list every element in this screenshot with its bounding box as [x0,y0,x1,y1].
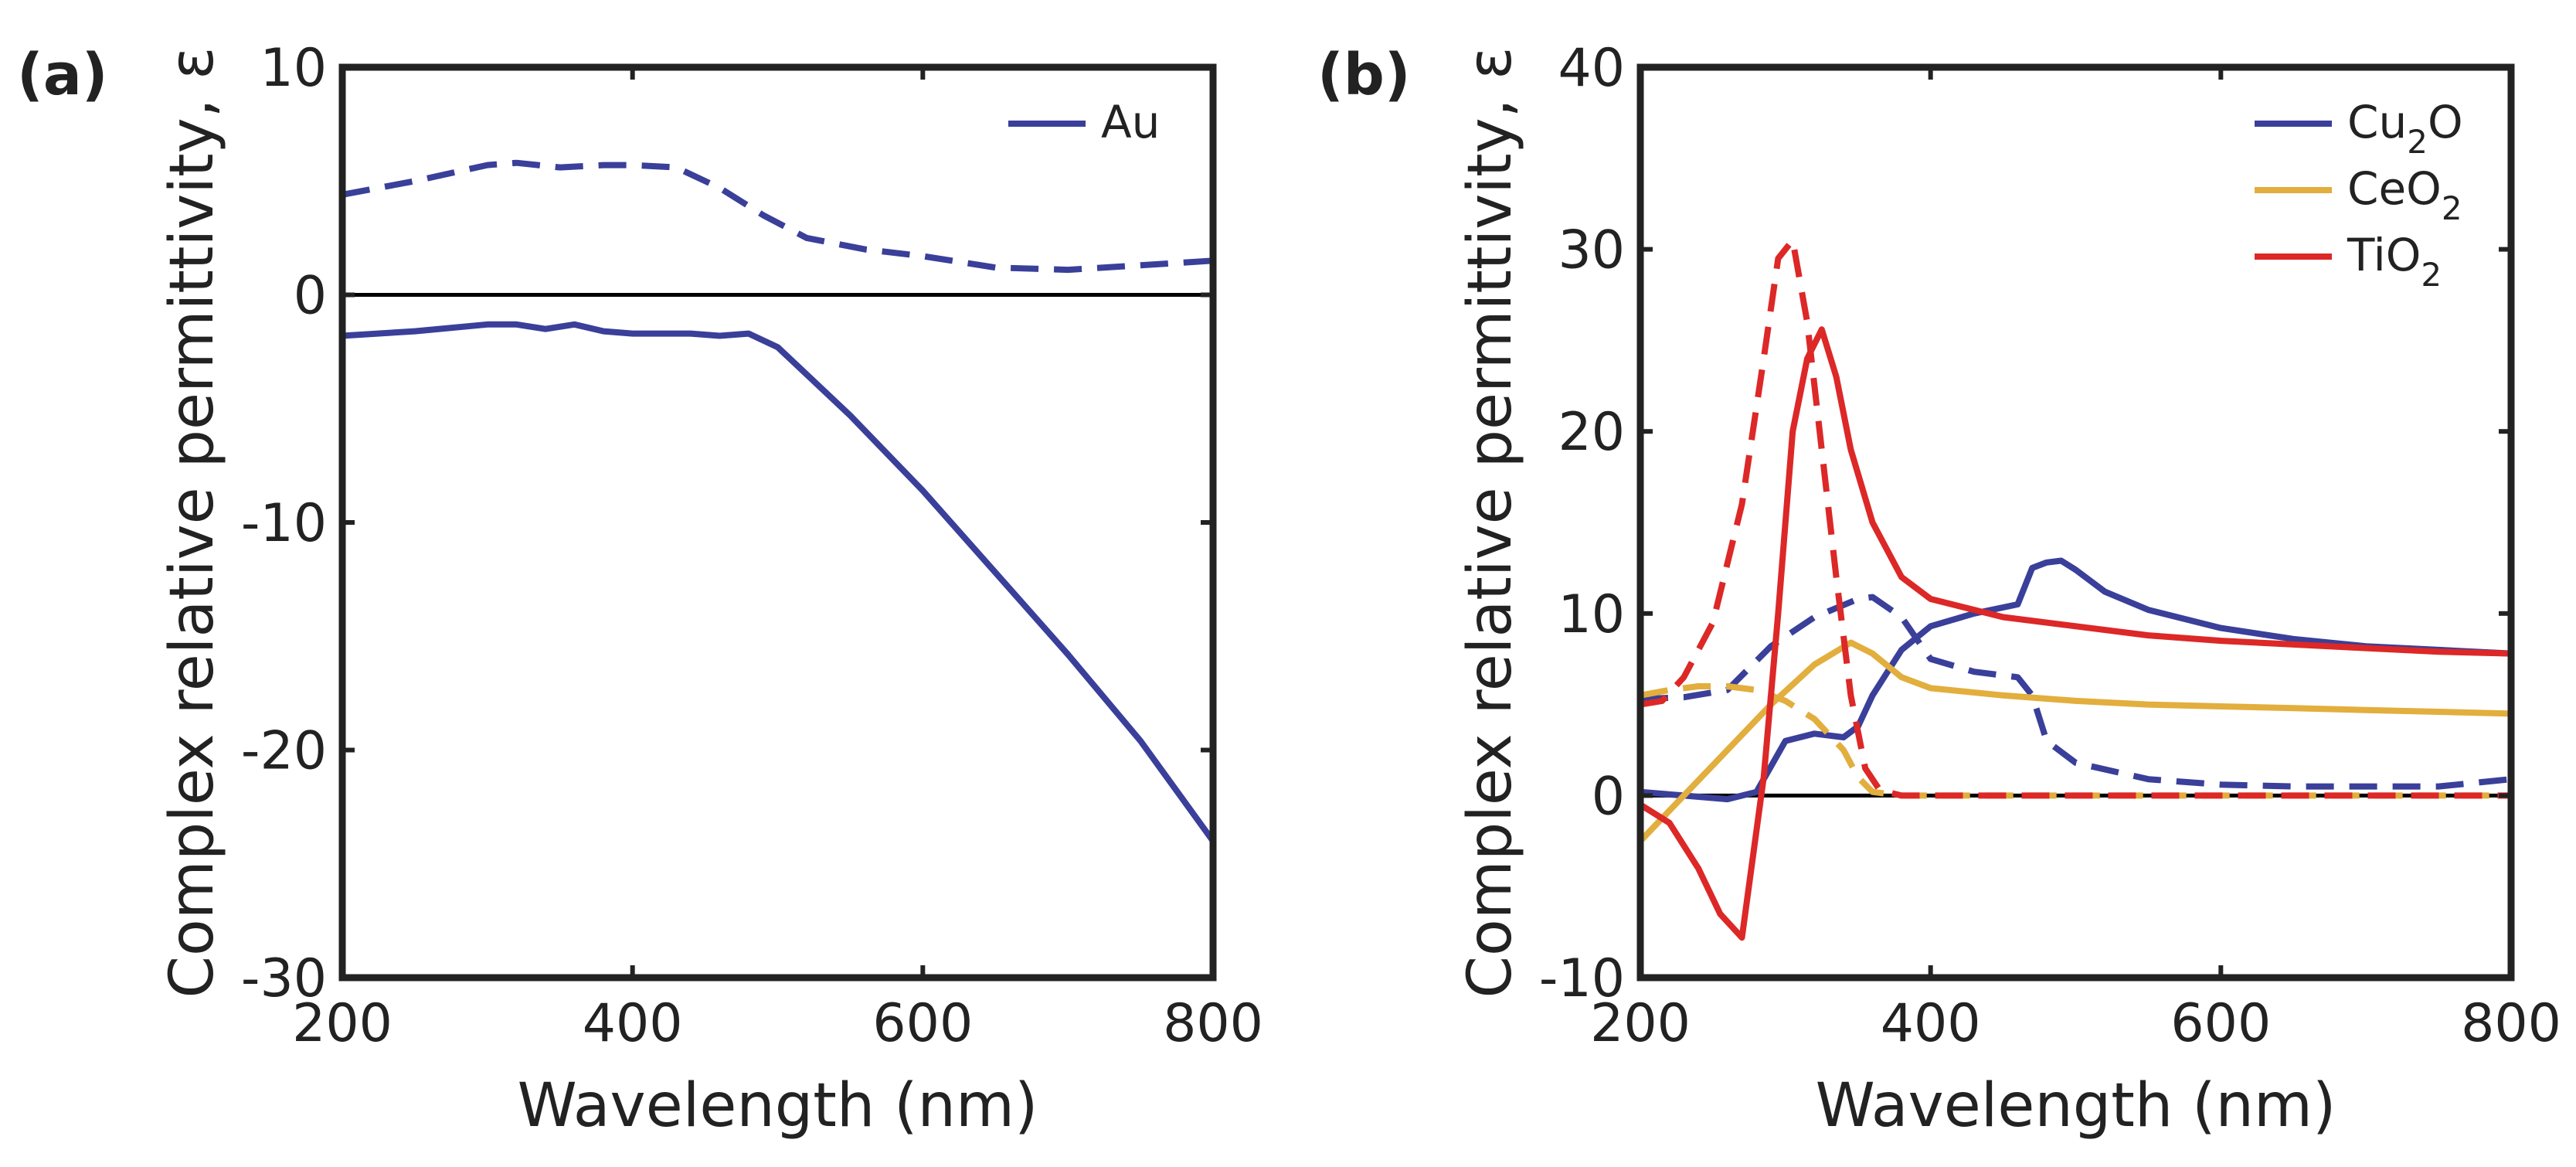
x-tick-label: 400 [1881,993,1981,1054]
panel-label: (b) [1317,42,1411,108]
panel-label: (a) [17,42,108,108]
x-tick-label: 600 [2170,993,2271,1054]
legend-label-main: Au [1101,96,1160,148]
legend-label-subscript: 2 [2421,256,2442,294]
y-tick-label: -10 [241,493,327,554]
legend-label-main: Cu [2347,96,2407,148]
x-tick-label: 200 [292,993,393,1054]
legend-label: Cu2O [2347,96,2463,161]
legend-label-tail: O [2428,96,2463,148]
series-line-ceo2-real [1638,639,2512,844]
axes-frame [1636,63,2515,982]
legend-label-main: TiO [2347,229,2421,281]
x-axis-label: Wavelength (nm) [518,1071,1038,1141]
legend-label-main: CeO [2347,162,2442,215]
y-axis-label: Complex relative permittivity, ε [158,47,227,999]
x-tick-label: 800 [1163,993,1263,1054]
legend-label: Au [1101,96,1160,148]
chart-panel-1: 200 400 600 800 -10 0 10 20 30 40 Wavelength (nm) C… [1317,38,2561,1141]
y-tick-label: 10 [1558,584,1625,645]
legend-label: CeO2 [2347,162,2462,227]
y-tick-label: 10 [260,38,327,99]
series-line-ceo2-imaginary [1640,683,2511,799]
x-tick-label: 400 [583,993,683,1054]
y-tick-label: 0 [1592,766,1625,827]
axes-frame [338,63,1217,982]
series-line-cu2o-imaginary [1640,594,2512,790]
x-axis-label: Wavelength (nm) [1816,1071,2336,1141]
x-tick-label: 200 [1590,993,1691,1054]
series-line-au-real [342,321,1216,843]
series-line-cu2o-real [1640,557,2512,803]
chart-panel-0: 200 400 600 800 -30 -20 -10 0 10 Wavelength (nm) C… [17,38,1263,1141]
y-tick-label: -20 [241,721,327,782]
series-line-au-imaginary [342,159,1214,274]
y-tick-label: 30 [1558,220,1625,281]
y-tick-label: 0 [294,266,327,327]
legend-label: TiO2 [2347,229,2442,294]
legend-label-subscript: 2 [2442,189,2462,227]
legend: Au [1008,96,1160,148]
y-tick-label: -10 [1539,948,1625,1009]
series-line-tio2-real [1638,326,2512,941]
x-tick-label: 600 [872,993,973,1054]
y-tick-label: 20 [1558,402,1625,463]
y-tick-label: 40 [1558,38,1625,99]
y-tick-label: -30 [241,948,327,1009]
series-line-tio2-imaginary [1640,236,2511,799]
y-axis-label: Complex relative permittivity, ε [1456,47,1525,999]
legend-label-subscript: 2 [2407,123,2428,161]
x-tick-label: 800 [2461,993,2561,1054]
